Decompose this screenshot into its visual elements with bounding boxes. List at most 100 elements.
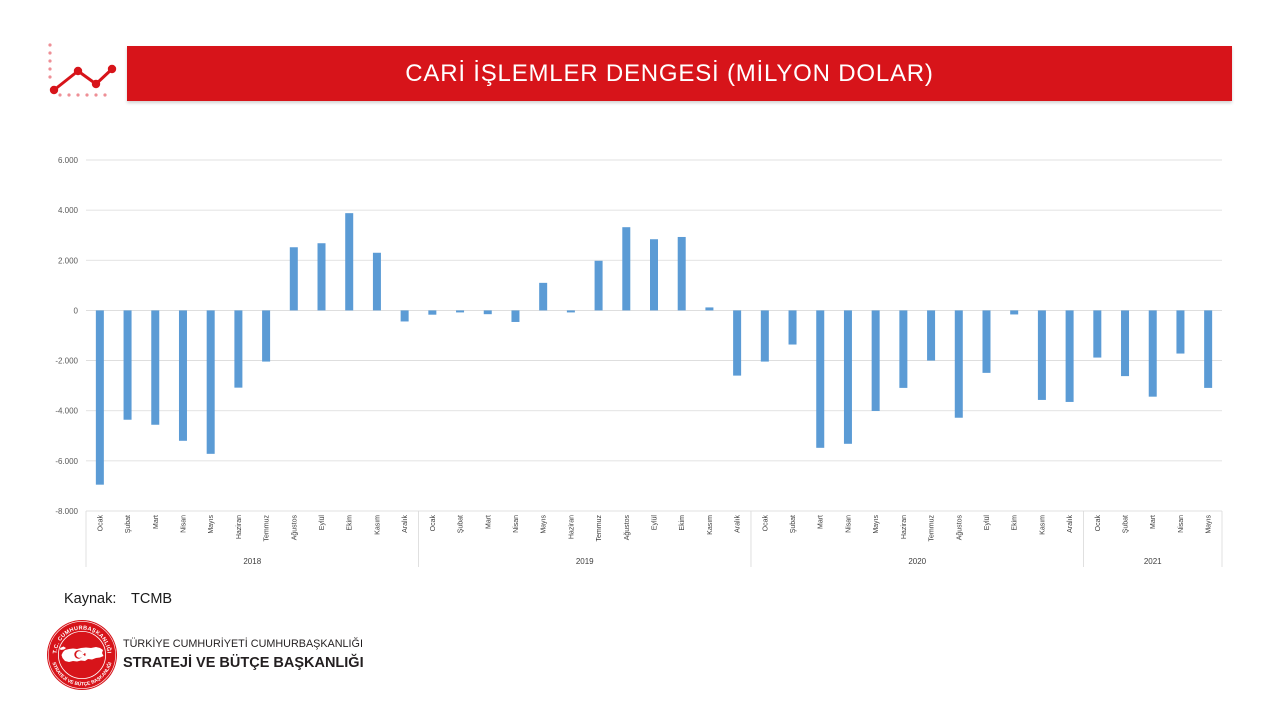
bar	[262, 310, 271, 362]
current-account-bar-chart: 6.000 4.000 2.000 0 -2.000 -4.000 -6.000 -8.000…	[55, 156, 1223, 567]
x-tick-label: Haziran	[568, 515, 575, 539]
y-tick-label: 6.000	[58, 156, 79, 165]
x-tick-label: Mayıs	[873, 515, 880, 534]
bar	[1204, 310, 1213, 388]
bar	[677, 236, 686, 311]
bar	[1010, 310, 1019, 315]
x-tick-label: Mayıs	[1206, 515, 1213, 534]
y-tick-label: -8.000	[55, 507, 78, 516]
bar	[982, 310, 991, 373]
gridlines	[86, 159, 1222, 512]
x-tick-label: Mart	[153, 515, 160, 529]
x-tick-label: Nisan	[513, 515, 520, 533]
bar	[594, 260, 603, 311]
x-tick-label: Mart	[485, 515, 492, 529]
x-tick-label: Mart	[1150, 515, 1157, 529]
source-note: Kaynak: TCMB	[64, 591, 172, 607]
x-tick-label: Ocak	[762, 515, 769, 532]
x-tick-label: Temmuz	[596, 515, 603, 542]
source-label: Kaynak:	[64, 591, 117, 607]
x-tick-label: Nisan	[1178, 515, 1185, 533]
bar	[788, 310, 797, 345]
bar	[539, 282, 548, 311]
bar	[317, 243, 326, 311]
x-group-label: 2018	[243, 557, 261, 566]
x-tick-label: Mart	[818, 515, 825, 529]
x-group-label: 2021	[1144, 557, 1162, 566]
x-tick-label: Eylül	[319, 515, 326, 531]
x-tick-label: Aralık	[735, 515, 742, 533]
x-tick-label: Mayıs	[208, 515, 215, 534]
bar	[843, 310, 852, 444]
sbb-seal-logo: T.C. CUMHURBAŞKANLIĞI STRATEJİ VE BÜTÇE …	[47, 620, 117, 690]
bar	[345, 213, 354, 311]
crescent-star-icon	[74, 650, 87, 659]
line-chart-icon	[48, 43, 117, 97]
y-tick-label: 2.000	[58, 256, 79, 265]
y-tick-label: 0	[74, 306, 79, 315]
bar	[927, 310, 936, 361]
x-tick-label: Kasım	[707, 515, 714, 535]
bar	[1093, 310, 1102, 358]
bar	[1065, 310, 1074, 402]
x-tick-label: Haziran	[901, 515, 908, 539]
x-tick-label: Mayıs	[541, 515, 548, 534]
bar	[1176, 310, 1185, 354]
x-tick-label: Ocak	[430, 515, 437, 532]
x-tick-label: Ağustos	[624, 515, 631, 541]
bar	[95, 310, 104, 485]
x-tick-label: Nisan	[845, 515, 852, 533]
bar	[289, 247, 298, 311]
x-tick-label: Ocak	[1095, 515, 1102, 532]
org-name-line2: STRATEJİ VE BÜTÇE BAŞKANLIĞI	[123, 655, 364, 671]
y-axis-labels: 6.000 4.000 2.000 0 -2.000 -4.000 -6.000 -8.000	[55, 156, 78, 516]
bar	[816, 310, 825, 448]
y-tick-label: -4.000	[55, 407, 78, 416]
x-group-label: 2020	[908, 557, 926, 566]
bar	[954, 310, 963, 418]
bar	[178, 310, 187, 441]
bar	[511, 310, 520, 322]
x-tick-label: Ekim	[1012, 515, 1019, 531]
x-tick-label: Kasım	[374, 515, 381, 535]
bar	[705, 307, 714, 311]
bar	[871, 310, 880, 411]
bar	[733, 310, 742, 376]
x-group-label: 2019	[576, 557, 594, 566]
x-tick-label: Ağustos	[291, 515, 298, 541]
x-tick-label: Haziran	[236, 515, 243, 539]
x-tick-label: Ekim	[347, 515, 354, 531]
x-tick-label: Aralık	[1067, 515, 1074, 533]
bar	[123, 310, 132, 420]
x-tick-label: Kasım	[1039, 515, 1046, 535]
x-tick-label: Aralık	[402, 515, 409, 533]
org-name-line1: TÜRKİYE CUMHURİYETİ CUMHURBAŞKANLIĞI	[123, 638, 363, 650]
bar	[760, 310, 769, 362]
bar	[483, 310, 492, 315]
bar	[566, 310, 575, 313]
x-tick-label: Ocak	[97, 515, 104, 532]
x-tick-label: Şubat	[458, 515, 465, 533]
y-tick-label: -6.000	[55, 457, 78, 466]
bar	[428, 310, 437, 315]
x-tick-label: Nisan	[180, 515, 187, 533]
y-tick-label: -2.000	[55, 357, 78, 366]
bars	[95, 213, 1213, 485]
bar	[372, 252, 381, 311]
x-tick-label: Eylül	[984, 515, 991, 531]
bar	[456, 310, 465, 313]
page-title: CARİ İŞLEMLER DENGESİ (MİLYON DOLAR)	[405, 59, 934, 87]
x-tick-label: Ekim	[679, 515, 686, 531]
bar	[400, 310, 409, 322]
y-tick-label: 4.000	[58, 206, 79, 215]
bar	[151, 310, 160, 425]
bar	[1148, 310, 1157, 397]
x-tick-label: Temmuz	[929, 515, 936, 542]
x-tick-label: Şubat	[790, 515, 797, 533]
bar	[1037, 310, 1046, 400]
x-tick-label: Ağustos	[956, 515, 963, 541]
bar	[899, 310, 908, 388]
x-tick-label: Şubat	[125, 515, 132, 533]
bar	[206, 310, 215, 454]
